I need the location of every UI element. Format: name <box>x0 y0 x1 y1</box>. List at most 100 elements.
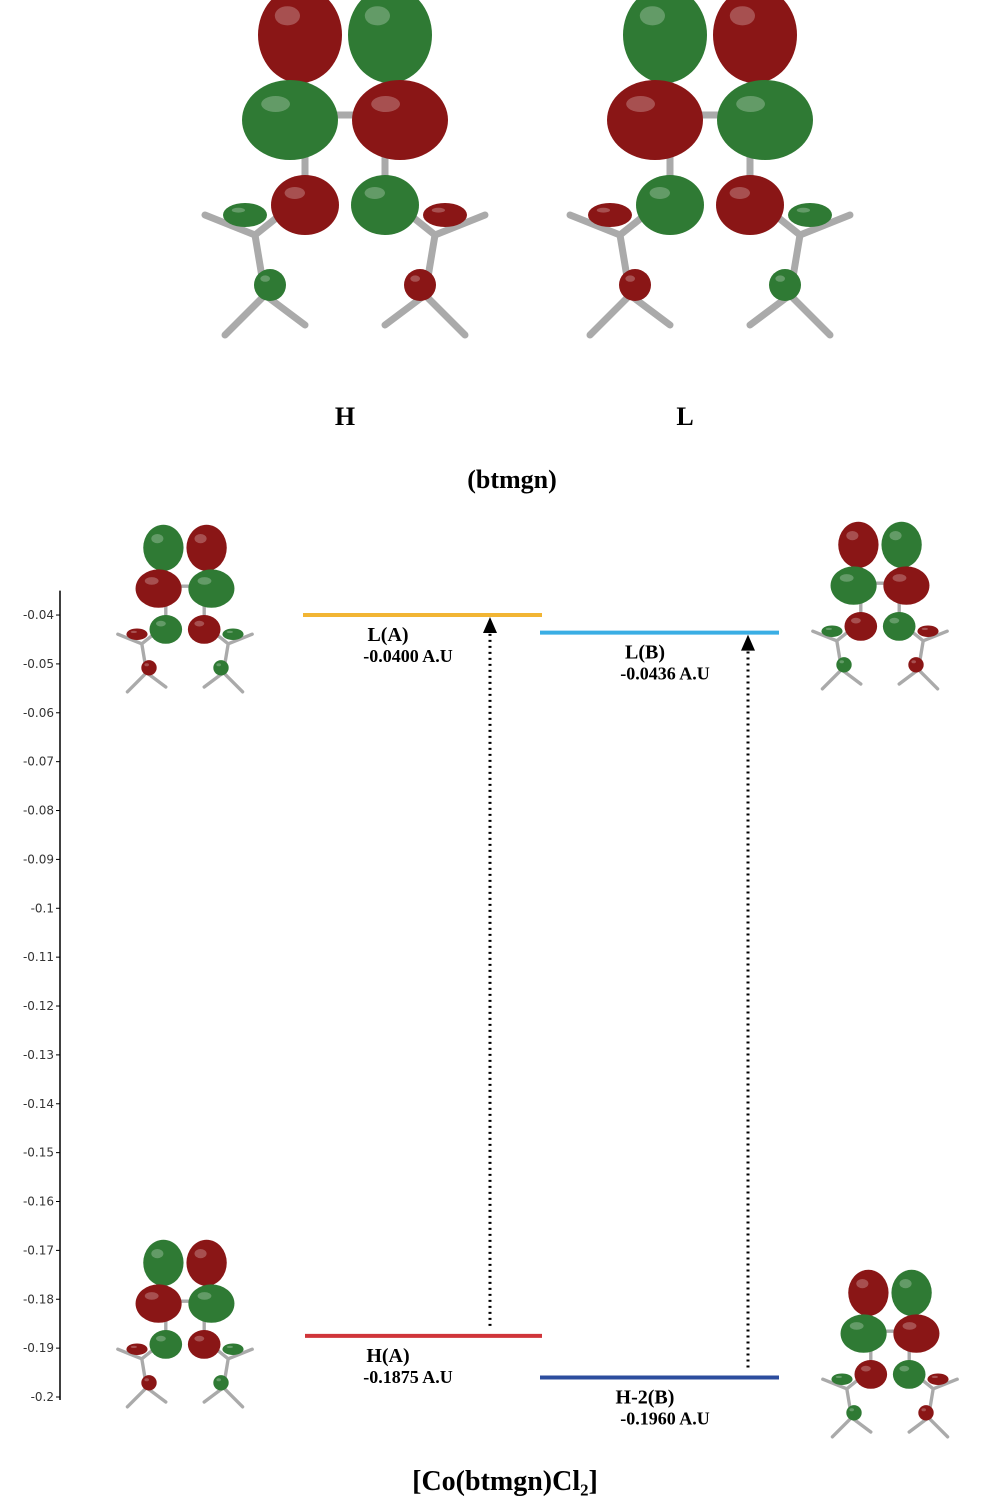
level-energy: -0.1875 A.U <box>363 1367 453 1387</box>
chart-title: [Co(btmgn)Cl₂] <box>412 1466 598 1497</box>
y-tick-label: -0.17 <box>23 1243 54 1257</box>
level-name: H-2(B) <box>616 1386 675 1408</box>
orbital-lobe <box>918 1405 933 1420</box>
lobe-highlight <box>921 1408 926 1411</box>
lobe-highlight <box>911 660 916 663</box>
y-tick-label: -0.08 <box>23 804 54 818</box>
lobe-highlight <box>144 1378 149 1381</box>
orbital-lobe <box>222 1343 243 1355</box>
orbital-lobe <box>149 615 182 644</box>
y-tick-label: -0.1 <box>31 901 54 915</box>
lobe-highlight <box>144 663 149 666</box>
orbital-lobe <box>188 615 221 644</box>
orbital-lobe <box>883 612 916 641</box>
orbital-label: L <box>676 402 693 431</box>
lobe-highlight <box>198 1292 212 1300</box>
lobe-highlight <box>850 1322 864 1330</box>
orbital-lobe <box>351 175 419 235</box>
orbital-lobe <box>223 203 267 227</box>
orbital-lobe <box>717 80 813 160</box>
lobe-highlight <box>410 275 420 281</box>
orbital-lobe <box>588 203 632 227</box>
orbital-lobe <box>186 1240 226 1286</box>
orbital-lobe <box>893 1314 939 1352</box>
orbital-lobe <box>136 1284 182 1322</box>
y-tick-label: -0.19 <box>23 1341 54 1355</box>
orbital-lobe <box>242 80 338 160</box>
orbital-lobe <box>891 1270 931 1316</box>
molecule-illustration <box>813 522 947 689</box>
orbital-lobe <box>188 1284 234 1322</box>
orbital-lobe <box>846 1405 861 1420</box>
lobe-highlight <box>846 531 858 540</box>
arrow-head <box>483 617 497 633</box>
bond <box>127 673 146 692</box>
level-energy: -0.0436 A.U <box>620 664 710 684</box>
orbital-lobe <box>271 175 339 235</box>
y-tick-label: -0.06 <box>23 706 54 720</box>
lobe-highlight <box>227 1346 233 1348</box>
orbital-lobe <box>254 269 286 301</box>
lobe-highlight <box>597 208 610 213</box>
orbital-lobe <box>222 628 243 640</box>
y-tick-label: -0.05 <box>23 657 54 671</box>
lobe-highlight <box>826 628 832 630</box>
lobe-highlight <box>730 187 750 199</box>
orbital-lobe <box>607 80 703 160</box>
lobe-highlight <box>227 631 233 633</box>
y-tick-label: -0.12 <box>23 999 54 1013</box>
molecule-illustration <box>570 0 850 335</box>
lobe-highlight <box>890 531 902 540</box>
orbital-lobe <box>143 525 183 571</box>
level-name: L(A) <box>367 624 408 646</box>
orbital-lobe <box>352 80 448 160</box>
lobe-highlight <box>839 660 844 663</box>
y-tick-label: -0.18 <box>23 1292 54 1306</box>
lobe-highlight <box>194 1336 204 1342</box>
orbital-lobe <box>136 569 182 607</box>
lobe-highlight <box>131 631 137 633</box>
lobe-highlight <box>145 577 159 585</box>
orbital-lobe <box>348 0 432 83</box>
y-tick-label: -0.04 <box>23 608 54 622</box>
bond <box>822 670 841 689</box>
lobe-highlight <box>899 1366 909 1372</box>
lobe-highlight <box>156 1336 166 1342</box>
lobe-highlight <box>195 534 207 543</box>
bond <box>918 670 937 689</box>
lobe-highlight <box>371 96 400 112</box>
orbital-lobe <box>619 269 651 301</box>
bond <box>790 295 830 335</box>
orbital-lobe <box>831 1373 852 1385</box>
lobe-highlight <box>625 275 635 281</box>
molecule-illustration <box>823 1270 957 1437</box>
orbital-lobe <box>838 522 878 568</box>
orbital-lobe <box>258 0 342 83</box>
orbital-lobe <box>188 569 234 607</box>
lobe-highlight <box>261 96 290 112</box>
lobe-highlight <box>131 1346 137 1348</box>
orbital-lobe <box>848 1270 888 1316</box>
lobe-highlight <box>194 621 204 627</box>
orbital-lobe <box>893 1360 926 1389</box>
bond <box>127 1388 146 1407</box>
lobe-highlight <box>856 1279 868 1288</box>
orbital-lobe <box>769 269 801 301</box>
bond <box>223 673 242 692</box>
lobe-highlight <box>932 1376 938 1378</box>
y-tick-label: -0.16 <box>23 1195 54 1209</box>
orbital-lobe <box>623 0 707 83</box>
orbital-lobe <box>831 566 877 604</box>
orbital-lobe <box>713 0 797 83</box>
orbital-lobe <box>213 660 228 675</box>
y-tick-label: -0.07 <box>23 755 54 769</box>
molecule-illustration <box>205 0 485 335</box>
bond <box>832 1418 851 1437</box>
lobe-highlight <box>730 6 755 25</box>
orbital-lobe <box>404 269 436 301</box>
y-tick-label: -0.15 <box>23 1146 54 1160</box>
orbital-lobe <box>881 522 921 568</box>
bond <box>225 295 265 335</box>
y-tick-label: -0.11 <box>23 950 54 964</box>
lobe-highlight <box>365 187 385 199</box>
